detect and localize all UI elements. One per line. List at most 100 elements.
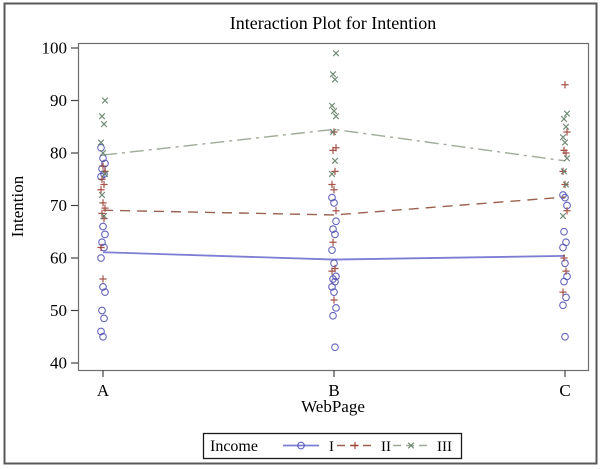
series-III-point	[98, 113, 106, 120]
series-III-point	[332, 113, 340, 120]
series-I-point	[330, 288, 338, 296]
series-III-point	[562, 181, 570, 188]
series-III-point	[100, 120, 108, 128]
series-III-point	[563, 110, 571, 117]
series-II-point	[97, 186, 105, 194]
legend-II-swatch-marker	[351, 441, 359, 450]
x-category-label: A	[97, 381, 110, 400]
legend-title: Income	[210, 438, 258, 455]
series-III-point	[101, 97, 109, 104]
series-I-point	[100, 314, 108, 323]
legend-III-label: III	[437, 439, 452, 455]
series-I-point	[560, 227, 568, 236]
legend-box	[202, 432, 463, 460]
series-III-point	[329, 128, 337, 136]
series-I-point	[561, 259, 569, 268]
series-I-point	[332, 304, 340, 312]
x-category-label: C	[559, 381, 570, 400]
chart-title: Interaction Plot for Intention	[230, 13, 436, 33]
series-I-point	[101, 230, 109, 239]
series-I-point	[332, 217, 340, 226]
series-II-point	[561, 180, 569, 189]
y-tick-label: 70	[50, 196, 67, 215]
series-I-point	[97, 254, 105, 262]
series-III-point	[331, 157, 339, 165]
plot-area: 40 50 60 70 80 90 100 A B C	[42, 39, 590, 400]
series-I-point	[331, 230, 339, 239]
series-I-point	[99, 283, 107, 291]
legend: Income I II III	[202, 432, 463, 460]
series-II-point	[328, 267, 336, 275]
series-I-point	[330, 259, 338, 268]
series-III-point	[328, 102, 336, 109]
x-axis-label: WebPage	[301, 397, 365, 416]
series-II-point	[99, 275, 107, 283]
series-I-point	[98, 306, 106, 315]
series-III-point	[562, 123, 570, 130]
y-tick-label: 50	[50, 301, 67, 320]
series-II-point	[330, 186, 338, 194]
series-III-point	[559, 212, 567, 220]
series-II-point	[563, 128, 571, 136]
series-II-point	[101, 204, 109, 212]
legend-entries: I II III	[283, 439, 452, 455]
series-III-point	[560, 168, 568, 175]
series-III-point	[332, 50, 340, 57]
series-I-point	[97, 172, 105, 181]
series-III-point	[331, 76, 339, 83]
series-II-point	[99, 162, 107, 170]
series-II-point	[562, 267, 570, 275]
series-II-point	[332, 207, 340, 215]
series-II-line	[102, 196, 566, 216]
series-I-point	[561, 332, 569, 341]
series-I-point	[559, 243, 567, 252]
series-II-point	[98, 175, 106, 183]
series-I-point	[98, 238, 106, 247]
series-III-point	[97, 139, 105, 146]
series-I-point	[560, 277, 568, 286]
series-III-line	[102, 128, 566, 162]
series-III-point	[98, 191, 106, 199]
legend-I-label: I	[329, 439, 334, 455]
series-II-point	[99, 199, 107, 207]
series-II-point	[329, 238, 337, 246]
series-II-point	[561, 81, 569, 89]
y-tick-label: 40	[50, 354, 67, 373]
series-III-point	[99, 149, 107, 157]
series-I-point	[101, 288, 109, 296]
series-II-point	[559, 167, 567, 175]
series-III-point	[563, 155, 571, 162]
series-III-point	[329, 71, 337, 78]
series-I-point	[331, 343, 339, 352]
legend-II-label: II	[381, 439, 391, 455]
series-II-point	[330, 296, 338, 304]
series-II-point	[100, 180, 108, 189]
y-tick-label: 60	[50, 249, 67, 268]
series-I-point	[328, 193, 336, 202]
series-III-point	[560, 115, 568, 123]
series-III-point	[328, 170, 336, 178]
series-I-point	[99, 222, 107, 231]
series-I-point	[97, 327, 105, 336]
figure-border	[3, 2, 598, 465]
series-II-point	[563, 207, 571, 215]
series-III-point	[101, 170, 109, 178]
series-I-point	[328, 283, 336, 291]
y-axis-label: Intention	[8, 175, 27, 237]
series-III-point	[330, 107, 338, 115]
series-II-point	[331, 167, 339, 175]
series-II-point	[329, 146, 337, 154]
series-II-point	[97, 243, 105, 252]
y-tick-label: 80	[50, 144, 67, 163]
series-I-point	[329, 311, 337, 320]
series-III-point	[559, 134, 567, 141]
y-tick-label: 100	[42, 39, 68, 58]
legend-III-swatch-marker	[407, 442, 415, 449]
series-I-point	[99, 332, 107, 341]
series-I-point	[328, 246, 336, 254]
x-category-label: B	[328, 381, 339, 400]
series-II-point	[560, 254, 568, 262]
series-I-point	[562, 293, 570, 302]
series-I-point	[559, 301, 567, 310]
